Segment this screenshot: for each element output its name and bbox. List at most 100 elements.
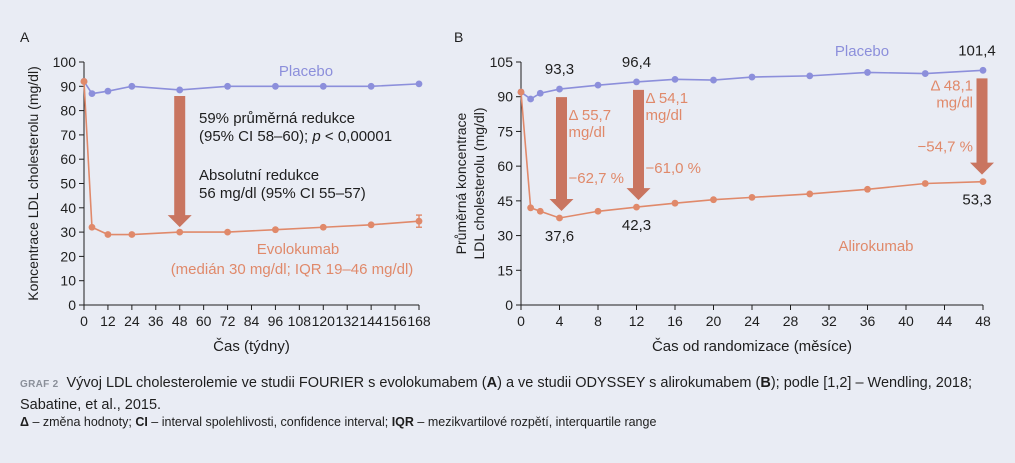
panel-a-evolokumab-note: (medián 30 mg/dl; IQR 19–46 mg/dl) [171, 261, 414, 278]
caption-part1: Vývoj LDL cholesterolemie ve studii FOUR… [66, 375, 487, 391]
panel-b-delta-unit: mg/dl [936, 94, 973, 111]
panel-a-placebo-point [415, 80, 423, 88]
panel-a-evolokumab-point [176, 228, 184, 236]
note-delta-text: – změna hodnoty; [28, 415, 136, 429]
panel-b-placebo-point [864, 69, 871, 76]
panel-b-percent-change: −62,7 % [569, 170, 624, 187]
panel-b-value-label: 93,3 [545, 61, 574, 78]
panel-a-evolokumab-point [367, 221, 375, 229]
panel-a-evolokumab-point [88, 223, 96, 231]
panel-b-placebo-point [748, 73, 756, 81]
panel-b-value-label: 101,4 [958, 42, 996, 59]
panel-b-x-tick-label: 44 [937, 313, 953, 329]
panel-b-alirokumab-point [536, 207, 544, 215]
panel-b-x-tick-label: 32 [821, 313, 837, 329]
panel-b-alirokumab-point [710, 196, 717, 204]
panel-a-annotation-p-value: < 0,00001 [321, 128, 392, 145]
panel-b-x-tick-label: 24 [744, 313, 760, 329]
panel-b-value-label: 42,3 [622, 217, 651, 234]
caption-a: A [486, 375, 498, 391]
panel-a-y-tick-label: 40 [60, 200, 76, 216]
panel-a-annotation-line4: 56 mg/dl (95% CI 55–57) [199, 185, 366, 202]
panel-a-placebo-label: Placebo [279, 63, 333, 80]
panel-b-value-label: 53,3 [962, 192, 991, 209]
panel-a-y-axis-title: Koncentrace LDL cholesterolu (mg/dl) [25, 66, 41, 301]
panel-a-y-tick-label: 100 [53, 54, 77, 70]
panel-b-placebo-point [671, 75, 679, 83]
panel-a-y-tick-label: 60 [60, 151, 76, 167]
panel-b-x-tick-label: 0 [517, 313, 525, 329]
caption-tag: GRAF 2 [20, 379, 59, 390]
panel-b-value-label: 96,4 [622, 54, 651, 71]
panel-a-x-tick-label: 96 [268, 313, 284, 329]
panel-b-x-tick-label: 40 [898, 313, 914, 329]
panel-a-placebo-point [367, 82, 375, 90]
panel-a-placebo-point [272, 82, 279, 90]
panel-b-placebo-point [806, 72, 814, 80]
panel-a-x-tick-label: 12 [100, 313, 116, 329]
panel-a-annotation-ci: (95% CI 58–60); [199, 128, 312, 145]
panel-b-x-tick-label: 12 [629, 313, 645, 329]
panel-a-x-tick-label: 72 [220, 313, 236, 329]
panel-a-evolokumab-point [104, 231, 112, 238]
panel-a-x-tick-label: 108 [288, 313, 312, 329]
panel-b-y-tick-label: 75 [497, 123, 513, 139]
panel-b-alirokumab-label: Alirokumab [838, 238, 913, 255]
note-ci-symbol: CI [135, 415, 148, 429]
panel-b-letter: B [454, 29, 463, 45]
panel-a-chart: A 0 10 20 30 40 50 60 70 80 90 100 0 12 24 36 48 60 72 84 96… [20, 29, 431, 355]
panel-a-placebo-point [104, 87, 112, 95]
panel-a-x-tick-label: 48 [172, 313, 188, 329]
panel-b-alirokumab-point [979, 178, 987, 186]
panel-a-y-tick-label: 30 [60, 224, 76, 240]
panel-b-alirokumab-point [527, 204, 535, 212]
panel-a-letter: A [20, 29, 30, 45]
panel-b-percent-change: −61,0 % [646, 160, 701, 177]
panel-a-x-tick-label: 156 [383, 313, 407, 329]
note-iqr-symbol: IQR [391, 415, 414, 429]
caption-b: B [760, 375, 771, 391]
caption-part2: ) a ve studii ODYSSEY s alirokumabem ( [497, 375, 761, 391]
panel-b-reduction-arrow [970, 78, 994, 175]
panel-b-alirokumab-point [517, 88, 525, 96]
panel-a-placebo-point [224, 82, 231, 90]
panel-a-placebo-line [83, 81, 420, 95]
panel-a-y-tick-label: 50 [60, 176, 76, 192]
panel-b-x-axis-title: Čas od randomizace (měsíce) [652, 338, 852, 355]
panel-b-percent-change: −54,7 % [918, 139, 973, 156]
panel-b-reduction-arrow [549, 97, 574, 211]
panel-b-y-tick-label: 15 [497, 262, 513, 278]
panel-a-placebo-point [176, 86, 184, 94]
figure-caption: GRAF 2 Vývoj LDL cholesterolemie ve studi… [20, 373, 995, 415]
note-delta-symbol: Δ [20, 415, 29, 429]
panel-a-evolokumab-point [272, 226, 279, 234]
panel-b-alirokumab-point [671, 199, 679, 207]
panel-b-placebo-point [556, 85, 563, 93]
panel-a-evolokumab-point [224, 228, 231, 236]
panel-b-alirokumab-point [806, 190, 814, 198]
panel-a-x-tick-label: 60 [196, 313, 212, 329]
panel-a-placebo-point [88, 90, 96, 97]
panel-b-alirokumab-point [864, 185, 871, 193]
note-iqr-text: – mezikvartilové rozpětí, interquartile … [413, 415, 657, 429]
panel-b-x-tick-label: 4 [556, 313, 564, 329]
panel-a-x-tick-label: 168 [407, 313, 431, 329]
panel-a-x-tick-label: 84 [244, 313, 260, 329]
panel-a-evolokumab-point [128, 231, 136, 238]
panel-a-placebo-point [319, 82, 327, 90]
panel-b-y-axis-title-line2: LDL cholesterolu (mg/dl) [471, 108, 487, 260]
panel-a-x-tick-label: 144 [359, 313, 383, 329]
panel-b-alirokumab-point [594, 207, 602, 215]
panel-b-alirokumab-point [633, 203, 640, 211]
panel-b-y-tick-label: 90 [497, 89, 513, 105]
panel-b-alirokumab-point [556, 214, 563, 222]
panel-b-x-tick-label: 8 [594, 313, 602, 329]
panel-b-placebo-point [527, 95, 535, 103]
panel-b-x-tick-label: 48 [975, 313, 991, 329]
panel-a-y-tick-label: 90 [60, 78, 76, 94]
panel-a-evolokumab-point [319, 223, 327, 231]
panel-b-placebo-point [710, 76, 717, 84]
panel-b-reduction-arrow [626, 89, 651, 201]
